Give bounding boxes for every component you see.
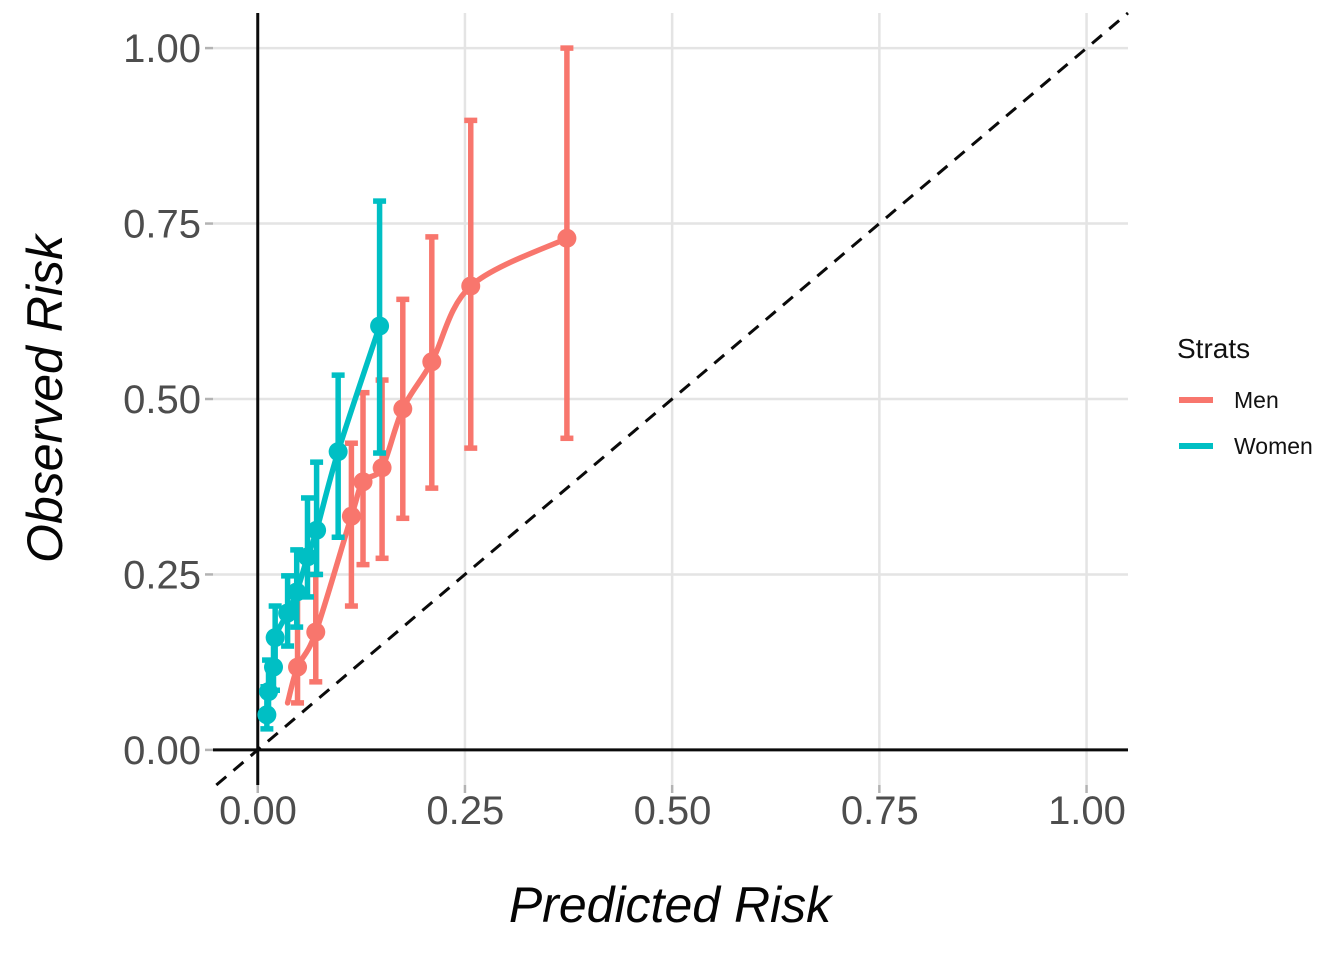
women-point — [297, 547, 317, 567]
x-tick-0.25: 0.25 — [426, 789, 504, 833]
data-series — [257, 45, 577, 732]
women-point — [264, 657, 284, 677]
y-tick-1.00: 1.00 — [123, 27, 201, 71]
men-point — [557, 228, 577, 248]
axis-tick-marks — [205, 46, 1088, 793]
y-tick-0.75: 0.75 — [123, 203, 201, 247]
legend-title: Strats — [1177, 333, 1250, 364]
y-tick-0.00: 0.00 — [123, 729, 201, 773]
women-point — [370, 316, 390, 336]
women-point — [257, 705, 277, 725]
x-tick-0.75: 0.75 — [841, 789, 919, 833]
legend-label-men: Men — [1234, 387, 1279, 413]
legend-entry-women: Women — [1179, 433, 1313, 459]
men-point — [372, 458, 392, 478]
x-tick-0.50: 0.50 — [634, 789, 712, 833]
x-axis-title: Predicted Risk — [509, 877, 834, 933]
legend-label-women: Women — [1234, 433, 1313, 459]
series-men — [284, 45, 577, 706]
legend-entry-men: Men — [1179, 387, 1279, 413]
men-point — [341, 506, 361, 526]
y-tick-0.50: 0.50 — [123, 378, 201, 422]
men-point — [422, 352, 442, 372]
women-point — [265, 628, 285, 648]
x-tick-0.00: 0.00 — [219, 789, 297, 833]
men-point — [288, 657, 308, 677]
men-point — [461, 276, 481, 296]
y-axis-tick-labels: 0.00 0.25 0.50 0.75 1.00 — [123, 27, 201, 773]
women-point — [278, 603, 298, 623]
women-point — [259, 682, 279, 702]
series-women — [257, 198, 390, 732]
identity-reference-line — [215, 11, 1129, 787]
men-point — [393, 399, 413, 419]
men-point — [353, 472, 373, 492]
men-smooth-line — [284, 235, 570, 706]
men-point — [306, 622, 326, 642]
y-tick-0.25: 0.25 — [123, 554, 201, 598]
women-point — [307, 520, 327, 540]
women-point — [287, 582, 307, 602]
x-axis-tick-labels: 0.00 0.25 0.50 0.75 1.00 — [219, 789, 1126, 833]
legend: Strats Men Women — [1177, 333, 1313, 459]
x-tick-1.00: 1.00 — [1048, 789, 1126, 833]
women-point — [328, 442, 348, 462]
y-axis-title: Observed Risk — [17, 232, 73, 563]
